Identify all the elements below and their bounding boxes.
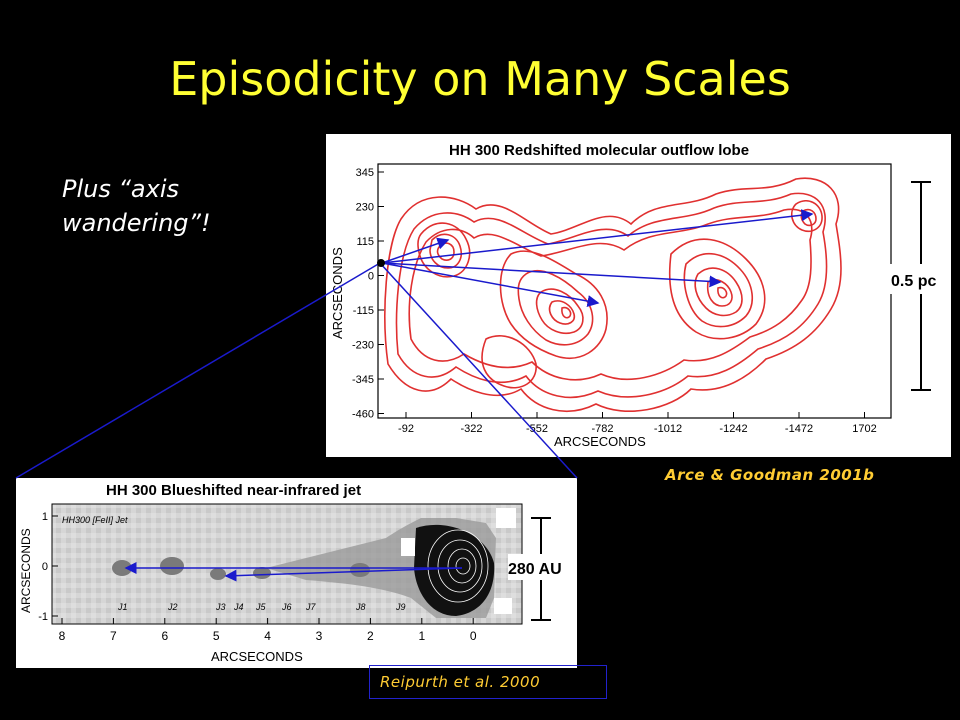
bottom-x-axis: 8 7 6 5 4 3 2 1 0 (59, 618, 477, 643)
top-x-tick-label: -92 (398, 423, 414, 435)
bottom-x-tick-label: 7 (110, 629, 117, 643)
top-x-tick-label: -552 (526, 423, 548, 435)
bottom-y-tick-label: 0 (42, 561, 48, 573)
bottom-y-axis: 1 0 -1 (38, 511, 58, 623)
top-x-tick-label: 1702 (852, 423, 876, 435)
citation-reipurth: Reipurth et al. 2000 (369, 665, 607, 699)
top-y-tick-label: 345 (356, 167, 374, 179)
top-x-tick-label: -1012 (654, 423, 682, 435)
bottom-scale-label: 280 AU (508, 561, 562, 578)
bottom-y-tick-label: 1 (42, 511, 48, 523)
bottom-y-tick-label: -1 (38, 611, 48, 623)
jet-knot-label: J4 (233, 602, 244, 612)
top-scale-label: 0.5 pc (891, 273, 936, 290)
jet-knot-label: J2 (167, 602, 178, 612)
top-y-axis: 345 230 115 0 -115 -230 -345 -460 (352, 167, 384, 421)
side-note-line-2: wandering”! (62, 209, 211, 237)
top-x-label: ARCSECONDS (554, 434, 646, 449)
bottom-x-tick-label: 5 (213, 629, 220, 643)
bottom-x-tick-label: 1 (418, 629, 425, 643)
top-x-tick-label: -1242 (719, 423, 747, 435)
top-y-tick-label: 0 (368, 271, 374, 283)
top-y-tick-label: 230 (356, 202, 374, 214)
bottom-x-tick-label: 3 (316, 629, 323, 643)
source-contours (427, 529, 489, 603)
jet-knot-label: J5 (255, 602, 267, 612)
top-x-tick-label: -322 (460, 423, 482, 435)
bottom-y-label: ARCSECONDS (19, 528, 33, 613)
bottom-figure-title: HH 300 Blueshifted near-infrared jet (106, 482, 361, 499)
jet-knot-label: J6 (281, 602, 292, 612)
side-note-line-1: Plus “axis (62, 175, 179, 203)
top-y-tick-label: 115 (356, 236, 374, 248)
slide-title: Episodicity on Many Scales (169, 52, 791, 106)
top-y-tick-label: -115 (353, 305, 374, 317)
bottom-x-tick-label: 2 (367, 629, 374, 643)
top-x-tick-label: -1472 (785, 423, 813, 435)
bottom-x-tick-label: 8 (59, 629, 66, 643)
top-y-tick-label: -230 (352, 340, 374, 352)
side-note: Plus “axis wandering”! (62, 172, 302, 240)
jet-knot-label: J3 (215, 602, 226, 612)
top-y-label: ARCSECONDS (330, 247, 345, 339)
jet-knot-label: J1 (117, 602, 128, 612)
bottom-x-tick-label: 6 (161, 629, 168, 643)
jet-inset-label: HH300 [FeII] Jet (62, 515, 128, 525)
top-y-tick-label: -460 (352, 409, 374, 421)
redshifted-outflow-figure: HH 300 Redshifted molecular outflow lobe… (326, 134, 951, 457)
jet-knot-labels: J1 J2 J3 J4 J5 J6 J7 J8 J9 (117, 602, 406, 612)
redshifted-outflow-plot: HH 300 Redshifted molecular outflow lobe… (330, 142, 948, 449)
jet-knot-label: J9 (395, 602, 406, 612)
top-figure-title: HH 300 Redshifted molecular outflow lobe (449, 142, 749, 159)
top-x-tick-label: -782 (591, 423, 613, 435)
bottom-x-label: ARCSECONDS (211, 649, 303, 664)
jet-knot-label: J8 (355, 602, 366, 612)
bottom-x-tick-label: 0 (470, 629, 477, 643)
nir-jet-figure: HH 300 Blueshifted near-infrared jet HH3… (16, 478, 577, 668)
top-y-tick-label: -345 (352, 374, 374, 386)
co-contours (384, 177, 842, 412)
nir-jet-plot: HH 300 Blueshifted near-infrared jet HH3… (19, 482, 576, 664)
bottom-x-tick-label: 4 (264, 629, 271, 643)
top-x-axis: -92 -322 -552 -782 -1012 -1242 -1472 1702 (398, 412, 877, 435)
citation-arce-goodman: Arce & Goodman 2001b (665, 466, 875, 484)
jet-knot-label: J7 (305, 602, 317, 612)
